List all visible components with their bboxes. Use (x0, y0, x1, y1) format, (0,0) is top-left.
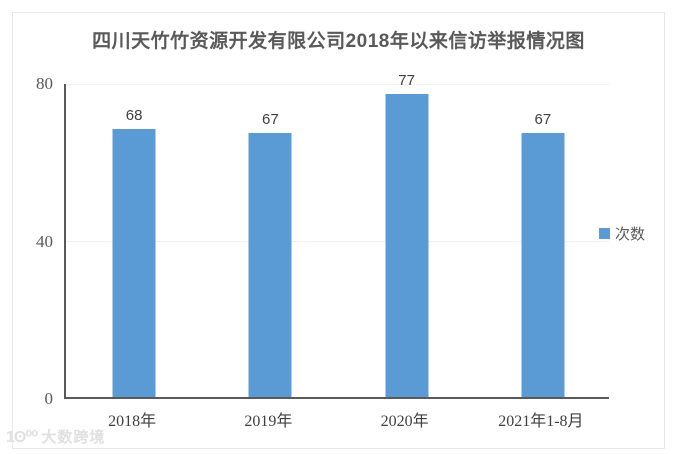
bar-value-label: 67 (534, 111, 552, 128)
gridline (66, 241, 609, 242)
plot-area: 68 67 77 67 (64, 72, 611, 399)
x-tick-label: 2021年1-8月 (498, 413, 584, 430)
y-tick-label: 80 (36, 74, 53, 93)
gridline (66, 83, 609, 85)
bar (112, 129, 156, 397)
x-axis: 2018年 2019年 2020年 2021年1-8月 (64, 407, 609, 430)
watermark-text: 大数跨境 (41, 429, 106, 446)
legend-swatch-icon (599, 228, 610, 239)
bar (248, 133, 292, 397)
y-tick-label: 0 (44, 389, 54, 408)
bar-value-label: 67 (262, 111, 279, 128)
legend-label: 次数 (615, 226, 646, 243)
legend: 次数 (599, 223, 645, 244)
bar-value-label: 77 (398, 72, 415, 89)
chart-title: 四川天竹竹资源开发有限公司2018年以来信访举报情况图 (92, 31, 585, 52)
y-tick-label: 40 (36, 231, 53, 251)
bar-slot: 77 (339, 72, 475, 397)
y-axis: 0 40 80 (13, 75, 53, 408)
bar (385, 94, 429, 397)
bar-slot: 67 (202, 84, 338, 397)
watermark: 1ʘ⁰⁰ 大数跨境 (6, 426, 105, 447)
bar-value-label: 68 (125, 107, 143, 124)
bar-slot: 67 (475, 84, 611, 397)
x-tick-label: 2019年 (244, 413, 293, 430)
bar (521, 133, 565, 397)
x-tick-label: 2020年 (380, 413, 429, 430)
bar-slot: 68 (66, 84, 202, 397)
x-tick-label: 2018年 (108, 413, 157, 430)
watermark-logo-icon: 1ʘ⁰⁰ (6, 428, 38, 446)
chart-container: 四川天竹竹资源开发有限公司2018年以来信访举报情况图 0 40 80 68 67 77… (12, 12, 665, 449)
